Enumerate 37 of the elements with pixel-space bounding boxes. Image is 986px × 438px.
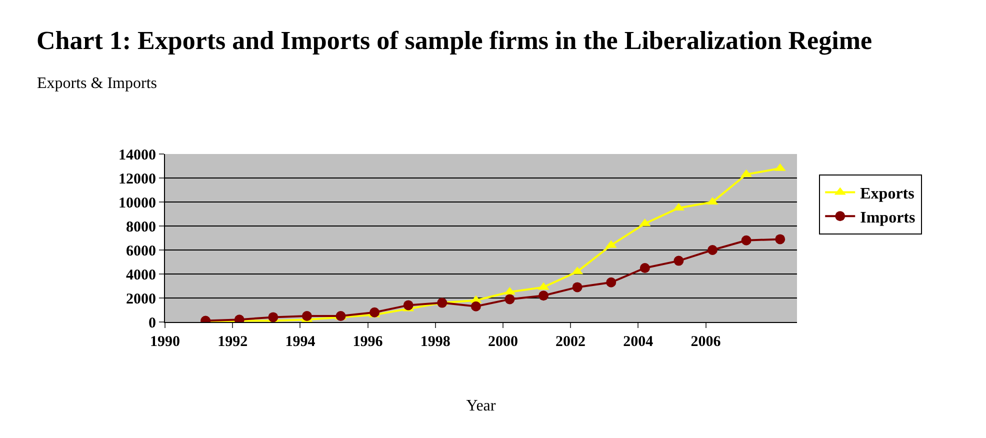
x-axis-title: Year <box>466 398 496 415</box>
y-tick-label: 4000 <box>126 267 156 284</box>
y-axis-title: Exports & Imports <box>37 75 157 92</box>
point <box>708 245 718 255</box>
x-tick-label: 1992 <box>218 334 248 350</box>
y-tick-label: 0 <box>148 315 156 332</box>
point <box>302 311 312 321</box>
x-tick-label: 1990 <box>150 334 180 350</box>
point <box>370 307 380 318</box>
point <box>674 256 684 266</box>
point <box>640 263 650 273</box>
y-tick-label: 2000 <box>126 291 156 308</box>
point <box>268 312 278 322</box>
y-tick-label: 6000 <box>126 243 156 260</box>
x-tick-label: 2000 <box>488 334 518 350</box>
point <box>572 282 582 292</box>
point <box>470 301 481 312</box>
chart-title: Chart 1: Exports and Imports of sample firms in the Liberalization Regime <box>36 26 872 55</box>
legend-label: Imports <box>860 209 916 226</box>
y-tick-label: 12000 <box>118 171 156 188</box>
x-tick-label: 2004 <box>623 334 654 350</box>
point <box>775 234 786 244</box>
y-tick-label: 8000 <box>126 219 156 236</box>
point <box>741 235 752 246</box>
point <box>538 290 549 301</box>
x-tick-label: 2006 <box>690 334 722 350</box>
x-tick-label: 2002 <box>556 334 586 350</box>
point <box>504 294 515 304</box>
point <box>403 300 414 310</box>
y-tick-label: 10000 <box>118 195 156 212</box>
x-tick-label: 1998 <box>420 334 450 350</box>
point <box>606 277 616 288</box>
point <box>437 298 448 308</box>
x-tick-label: 1996 <box>352 334 384 350</box>
x-tick-label: 1994 <box>285 334 316 350</box>
y-tick-label: 14000 <box>118 147 156 164</box>
legend-label: Exports <box>860 186 914 203</box>
